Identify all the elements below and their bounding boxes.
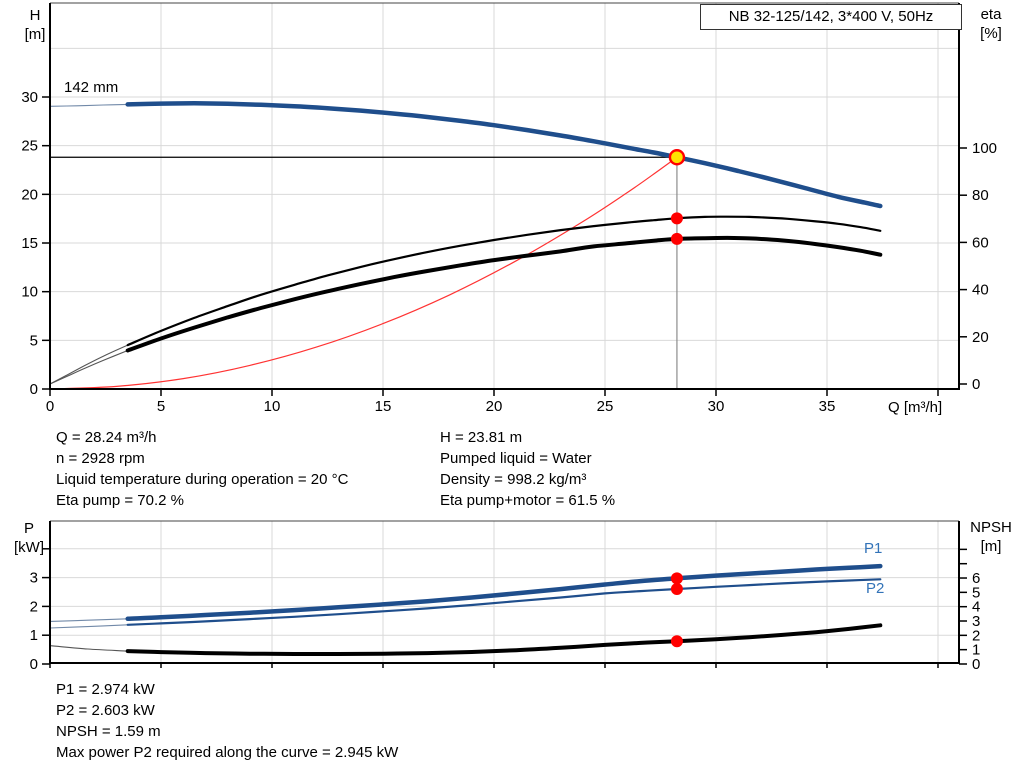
left-axis-tick-label: 0 [30, 656, 38, 673]
right-axis-tick-label: 5 [972, 584, 980, 601]
p2-curve-label: P2 [866, 580, 885, 597]
power-npsh-data: P1 = 2.974 kW P2 = 2.603 kW NPSH = 1.59 … [56, 679, 398, 763]
npsh-axis-label: NPSH [m] [970, 519, 1012, 555]
x-axis-tick-label: 10 [264, 398, 281, 415]
npsh-operating-dot [670, 635, 683, 648]
pump-title-box: NB 32-125/142, 3*400 V, 50Hz [700, 4, 962, 30]
left-axis-tick-label: 0 [30, 381, 38, 398]
x-axis-tick-label: 0 [46, 398, 54, 415]
duty-point-marker [668, 149, 686, 166]
eta-pump-value: Eta pump = 70.2 % [56, 492, 184, 509]
power-p2-curve [126, 578, 882, 626]
eta-pump-motor-operating-dot [670, 232, 683, 245]
x-axis-tick-label: 15 [375, 398, 392, 415]
right-axis-tick-label: 2 [972, 627, 980, 644]
left-axis-tick-label: 2 [30, 598, 38, 615]
p2-operating-dot [670, 583, 683, 596]
npsh-curve [125, 623, 883, 656]
left-axis-tick-label: 30 [21, 89, 38, 106]
p1-curve-label: P1 [864, 540, 883, 557]
speed-value: n = 2928 rpm [56, 450, 145, 467]
left-axis-tick-label: 20 [21, 186, 38, 203]
eta-pump-motor-curve [125, 235, 883, 353]
operating-data-right: H = 23.81 m Pumped liquid = Water Densit… [440, 427, 615, 511]
max-power-value: Max power P2 required along the curve = … [56, 744, 399, 761]
pump-title: NB 32-125/142, 3*400 V, 50Hz [728, 8, 934, 25]
right-axis-tick-label: 4 [972, 599, 980, 616]
left-axis-tick-label: 3 [30, 570, 38, 587]
left-axis-tick-label: 15 [21, 235, 38, 252]
eta-pump-curve [126, 215, 882, 347]
left-axis-tick-label: 1 [30, 627, 38, 644]
x-axis-tick-label: 30 [708, 398, 725, 415]
eta-pump-curve-min-flow [49, 344, 128, 385]
h-value: H = 23.81 m [440, 429, 523, 446]
p1-operating-dot [670, 572, 683, 585]
density-value: Density = 998.2 kg/m³ [440, 471, 587, 488]
right-axis-tick-label: 0 [972, 376, 980, 393]
q-value: Q = 28.24 m³/h [56, 429, 157, 446]
p1-value: P1 = 2.974 kW [56, 681, 155, 698]
right-axis-tick-label: 6 [972, 570, 980, 587]
p-axis-label: P [kW] [14, 520, 44, 556]
npsh-value: NPSH = 1.59 m [56, 723, 161, 740]
right-axis-tick-label: 100 [972, 140, 997, 157]
right-axis-tick-label: 0 [972, 656, 980, 673]
x-axis-tick-label: 20 [486, 398, 503, 415]
left-axis-tick-label: 5 [30, 332, 38, 349]
eta-pump-motor-value: Eta pump+motor = 61.5 % [440, 492, 616, 509]
h-axis-label: H [m] [24, 7, 46, 43]
q-axis-label: Q [m³/h] [888, 399, 943, 416]
eta-pump-motor-curve-min-flow [49, 349, 128, 385]
operating-data-left: Q = 28.24 m³/h n = 2928 rpm Liquid tempe… [56, 427, 348, 511]
right-axis-tick-label: 3 [972, 613, 980, 630]
power-p1-curve-min-flow [49, 618, 128, 622]
system-curve-curve [49, 156, 678, 390]
head-142mm-curve [125, 101, 883, 209]
x-axis-tick-label: 25 [597, 398, 614, 415]
eta-pump-operating-dot [670, 212, 683, 225]
right-axis-tick-label: 1 [972, 642, 980, 659]
x-axis-tick-label: 35 [819, 398, 836, 415]
left-axis-tick-label: 10 [21, 284, 38, 301]
head-142mm-curve-min-flow [49, 103, 128, 107]
right-axis-tick-label: 80 [972, 187, 989, 204]
power-p2-curve-min-flow [49, 624, 128, 629]
liquid-temperature-value: Liquid temperature during operation = 20… [56, 471, 349, 488]
eta-axis-label: eta [%] [980, 6, 1002, 42]
right-axis-tick-label: 40 [972, 282, 989, 299]
npsh-curve-min-flow [49, 645, 128, 652]
right-axis-tick-label: 20 [972, 329, 989, 346]
x-axis-tick-label: 5 [157, 398, 165, 415]
left-axis-tick-label: 25 [21, 138, 38, 155]
power-p1-curve [125, 563, 883, 622]
impeller-size-label: 142 mm [64, 79, 119, 96]
pumped-liquid-value: Pumped liquid = Water [440, 450, 592, 467]
p2-value: P2 = 2.603 kW [56, 702, 155, 719]
right-axis-tick-label: 60 [972, 234, 989, 251]
